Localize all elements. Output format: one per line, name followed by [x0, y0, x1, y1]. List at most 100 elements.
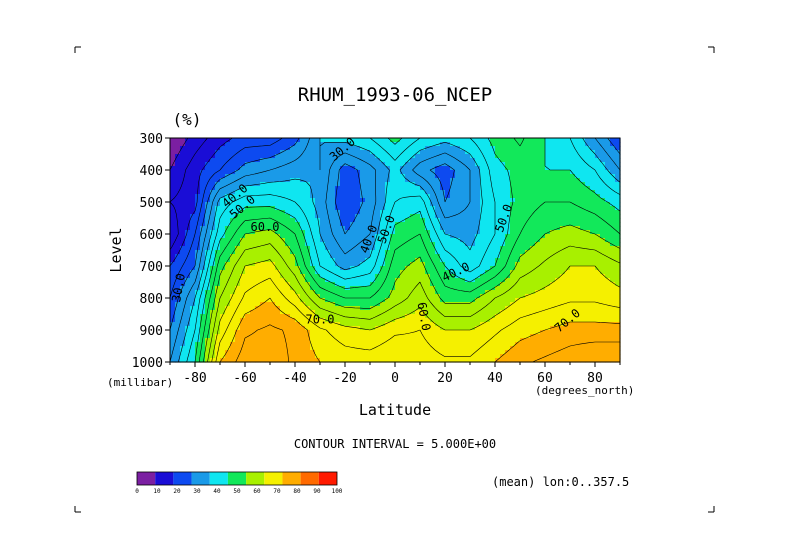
heatmap-cell [480, 174, 486, 179]
heatmap-cell [310, 178, 316, 183]
heatmap-cell [615, 158, 621, 163]
heatmap-cell [415, 334, 421, 339]
heatmap-cell [555, 278, 561, 283]
heatmap-cell [400, 302, 406, 307]
heatmap-cell [235, 270, 241, 275]
heatmap-cell [510, 318, 516, 323]
heatmap-cell [505, 242, 511, 247]
heatmap-cell [320, 258, 326, 263]
heatmap-cell [590, 206, 596, 211]
heatmap-cell [300, 302, 306, 307]
heatmap-cell [535, 174, 541, 179]
heatmap-cell [410, 202, 416, 207]
heatmap-cell [515, 306, 521, 311]
heatmap-cell [315, 346, 321, 351]
heatmap-cell [570, 290, 576, 295]
heatmap-cell [435, 338, 441, 343]
heatmap-cell [375, 154, 381, 159]
heatmap-cell [390, 350, 396, 355]
heatmap-cell [500, 170, 506, 175]
heatmap-cell [285, 138, 291, 143]
heatmap-cell [250, 322, 256, 327]
heatmap-cell [320, 282, 326, 287]
heatmap-cell [230, 162, 236, 167]
heatmap-cell [255, 146, 261, 151]
heatmap-cell [475, 274, 481, 279]
heatmap-cell [470, 290, 476, 295]
heatmap-cell [600, 226, 606, 231]
heatmap-cell [220, 282, 226, 287]
heatmap-cell [275, 342, 281, 347]
heatmap-cell [170, 298, 176, 303]
heatmap-cell [425, 226, 431, 231]
heatmap-cell [295, 266, 301, 271]
heatmap-cell [195, 258, 201, 263]
heatmap-cell [240, 166, 246, 171]
heatmap-cell [385, 290, 391, 295]
heatmap-cell [430, 286, 436, 291]
heatmap-cell [525, 330, 531, 335]
heatmap-cell [330, 318, 336, 323]
heatmap-cell [295, 302, 301, 307]
heatmap-cell [525, 318, 531, 323]
heatmap-cell [290, 342, 296, 347]
heatmap-cell [245, 226, 251, 231]
heatmap-cell [195, 170, 201, 175]
heatmap-cell [385, 262, 391, 267]
heatmap-cell [210, 334, 216, 339]
heatmap-cell [230, 150, 236, 155]
heatmap-cell [255, 242, 261, 247]
heatmap-cell [475, 282, 481, 287]
heatmap-cell [270, 170, 276, 175]
heatmap-cell [365, 186, 371, 191]
heatmap-cell [230, 310, 236, 315]
heatmap-cell [360, 338, 366, 343]
heatmap-cell [475, 270, 481, 275]
heatmap-cell [440, 350, 446, 355]
heatmap-cell [220, 138, 226, 143]
heatmap-cell [185, 318, 191, 323]
heatmap-cell [310, 150, 316, 155]
heatmap-cell [315, 326, 321, 331]
heatmap-cell [225, 190, 231, 195]
heatmap-cell [530, 278, 536, 283]
heatmap-cell [415, 234, 421, 239]
heatmap-cell [525, 154, 531, 159]
heatmap-cell [250, 338, 256, 343]
heatmap-cell [320, 214, 326, 219]
heatmap-cell [225, 210, 231, 215]
heatmap-cell [365, 242, 371, 247]
heatmap-cell [230, 266, 236, 271]
heatmap-cell [320, 222, 326, 227]
heatmap-cell [385, 206, 391, 211]
heatmap-cell [575, 150, 581, 155]
heatmap-cell [240, 230, 246, 235]
heatmap-cell [280, 290, 286, 295]
heatmap-cell [200, 270, 206, 275]
heatmap-cell [430, 258, 436, 263]
heatmap-cell [240, 154, 246, 159]
heatmap-cell [295, 290, 301, 295]
heatmap-cell [455, 350, 461, 355]
heatmap-cell [380, 206, 386, 211]
heatmap-cell [395, 146, 401, 151]
heatmap-cell [490, 170, 496, 175]
heatmap-cell [330, 242, 336, 247]
heatmap-cell [385, 154, 391, 159]
heatmap-cell [580, 302, 586, 307]
heatmap-cell [375, 350, 381, 355]
heatmap-cell [195, 162, 201, 167]
heatmap-cell [420, 182, 426, 187]
heatmap-cell [295, 178, 301, 183]
heatmap-cell [600, 294, 606, 299]
heatmap-cell [495, 178, 501, 183]
heatmap-cell [340, 262, 346, 267]
heatmap-cell [550, 354, 556, 359]
heatmap-cell [505, 338, 511, 343]
heatmap-cell [340, 234, 346, 239]
heatmap-cell [450, 218, 456, 223]
heatmap-cell [610, 334, 616, 339]
heatmap-cell [305, 266, 311, 271]
heatmap-cell [515, 230, 521, 235]
heatmap-cell [430, 290, 436, 295]
